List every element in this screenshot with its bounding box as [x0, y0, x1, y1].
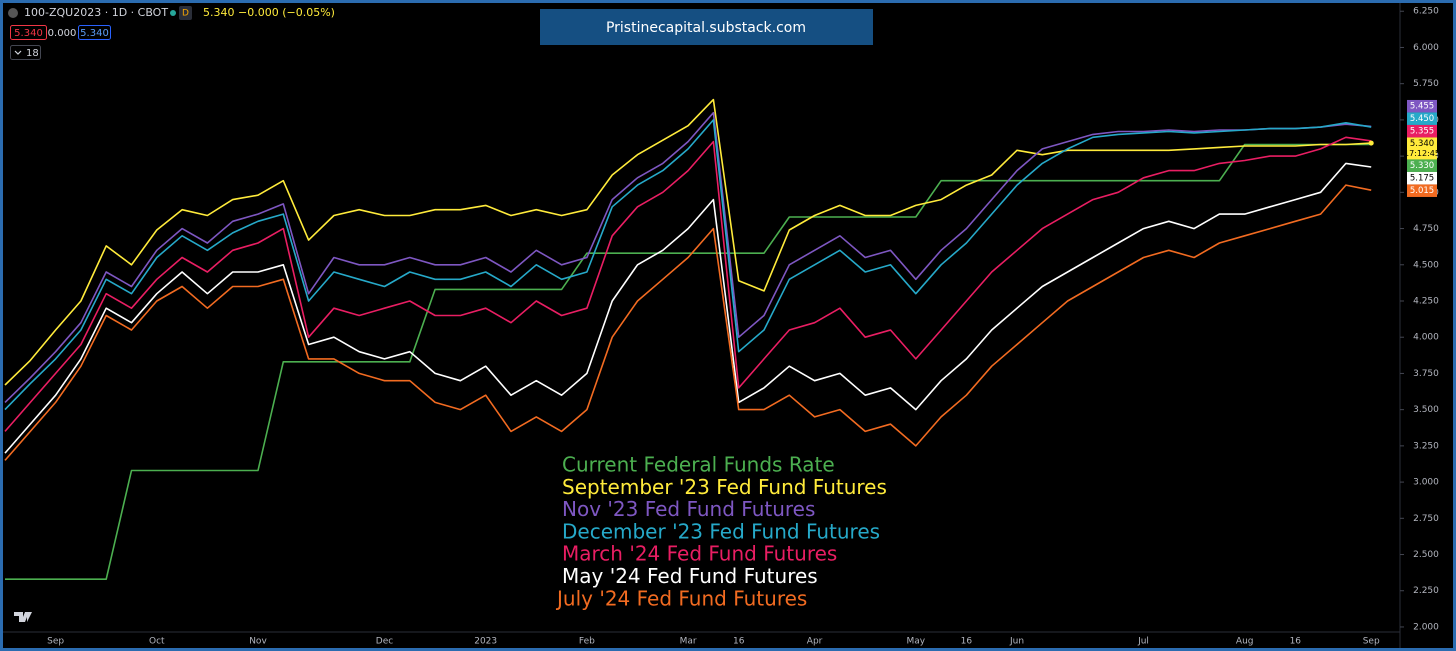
y-tick-label: 3.750 [1413, 369, 1439, 379]
y-tick-label: 2.000 [1413, 622, 1439, 632]
y-tick-label: 6.000 [1413, 43, 1439, 53]
legend-entry: December '23 Fed Fund Futures [562, 519, 880, 543]
x-tick-label: Sep [1363, 637, 1380, 647]
watermark: Pristinecapital.substack.com [606, 20, 806, 36]
price-badge-label: 5.340 [1410, 139, 1434, 149]
series-line [4, 98, 1372, 386]
bid[interactable]: 5.340 [14, 28, 43, 39]
price-badge-label: 5.450 [1410, 114, 1434, 124]
series-line [4, 111, 1372, 403]
price-badge [1407, 184, 1437, 197]
indicator-toggle[interactable] [10, 45, 41, 60]
series-line [4, 119, 1372, 411]
y-tick-label: 4.750 [1413, 224, 1439, 234]
legend-entry: July '24 Fed Fund Futures [555, 586, 807, 610]
x-tick-label: Sep [47, 637, 64, 647]
legend-entry: May '24 Fed Fund Futures [562, 564, 818, 588]
interval-badge-box [179, 6, 192, 20]
y-tick-label: 4.000 [1413, 333, 1439, 343]
watermark-banner [540, 9, 873, 45]
quote: 5.340 −0.000 (−0.05%) [203, 6, 335, 19]
x-tick-label: 16 [961, 637, 973, 647]
price-badge [1407, 171, 1437, 185]
legend-entry: September '23 Fed Fund Futures [562, 475, 887, 499]
y-tick-label: 4.500 [1413, 260, 1439, 270]
price-badge [1407, 124, 1437, 138]
y-tick-label: 3.000 [1413, 478, 1439, 488]
price-badge [1407, 137, 1437, 160]
price-badge-label: 5.015 [1410, 186, 1434, 196]
market-status [170, 10, 176, 16]
y-tick-label: 4.250 [1413, 296, 1439, 306]
price-badge [1407, 112, 1437, 125]
logo [14, 612, 32, 622]
spread: 0.000 [48, 28, 77, 39]
x-tick-label: 2023 [474, 637, 497, 647]
price-badge-label: 5.175 [1410, 174, 1434, 184]
series-line [5, 143, 1372, 580]
x-tick-label: Jul [1137, 637, 1149, 647]
ask[interactable]: 5.340 [80, 28, 109, 39]
chevron-icon[interactable] [14, 50, 22, 55]
price-badge [1407, 159, 1437, 172]
x-tick-label: May [906, 637, 925, 647]
x-tick-label: Oct [149, 637, 165, 647]
price-badge-label: 5.330 [1410, 161, 1434, 171]
series-line [4, 162, 1372, 454]
legend-entry: Current Federal Funds Rate [562, 453, 835, 477]
price-badge-label: 5.455 [1410, 102, 1434, 112]
y-tick-label: 5.750 [1413, 79, 1439, 89]
last-point [1368, 140, 1374, 146]
x-tick-label: Aug [1236, 637, 1254, 647]
ask-box[interactable] [78, 25, 111, 40]
countdown: 17:12:45 [1404, 149, 1440, 158]
y-tick-label: 3.500 [1413, 405, 1439, 415]
x-tick-label: Jun [1009, 637, 1024, 647]
plot [4, 98, 1372, 580]
y-tick-label: 2.500 [1413, 550, 1439, 560]
x-tick-label: 16 [733, 637, 745, 647]
y-tick-label: 2.250 [1413, 586, 1439, 596]
indicator-count[interactable]: 18 [26, 48, 39, 59]
x-tick-label: Mar [680, 637, 697, 647]
legend-entry: March '24 Fed Fund Futures [562, 542, 837, 566]
bid-box[interactable] [10, 25, 47, 40]
series-line [4, 136, 1372, 432]
y-tick-label: 6.250 [1413, 7, 1439, 17]
price-badge-label: 5.355 [1410, 127, 1434, 137]
interval-badge: D [182, 9, 189, 19]
x-tick-label: Feb [579, 637, 595, 647]
y-tick-label: 3.250 [1413, 441, 1439, 451]
series-line [4, 184, 1372, 461]
x-tick-label: Nov [249, 637, 267, 647]
symbol-icon [8, 8, 18, 18]
x-tick-label: Dec [376, 637, 393, 647]
legend-entry: Nov '23 Fed Fund Futures [562, 497, 815, 521]
symbol: 100-ZQU2023 · 1D · CBOT [24, 6, 168, 19]
x-tick-label: Apr [807, 637, 823, 647]
x-tick-label: 16 [1290, 637, 1302, 647]
price-badge [1407, 99, 1437, 113]
y-tick-label: 2.750 [1413, 514, 1439, 524]
